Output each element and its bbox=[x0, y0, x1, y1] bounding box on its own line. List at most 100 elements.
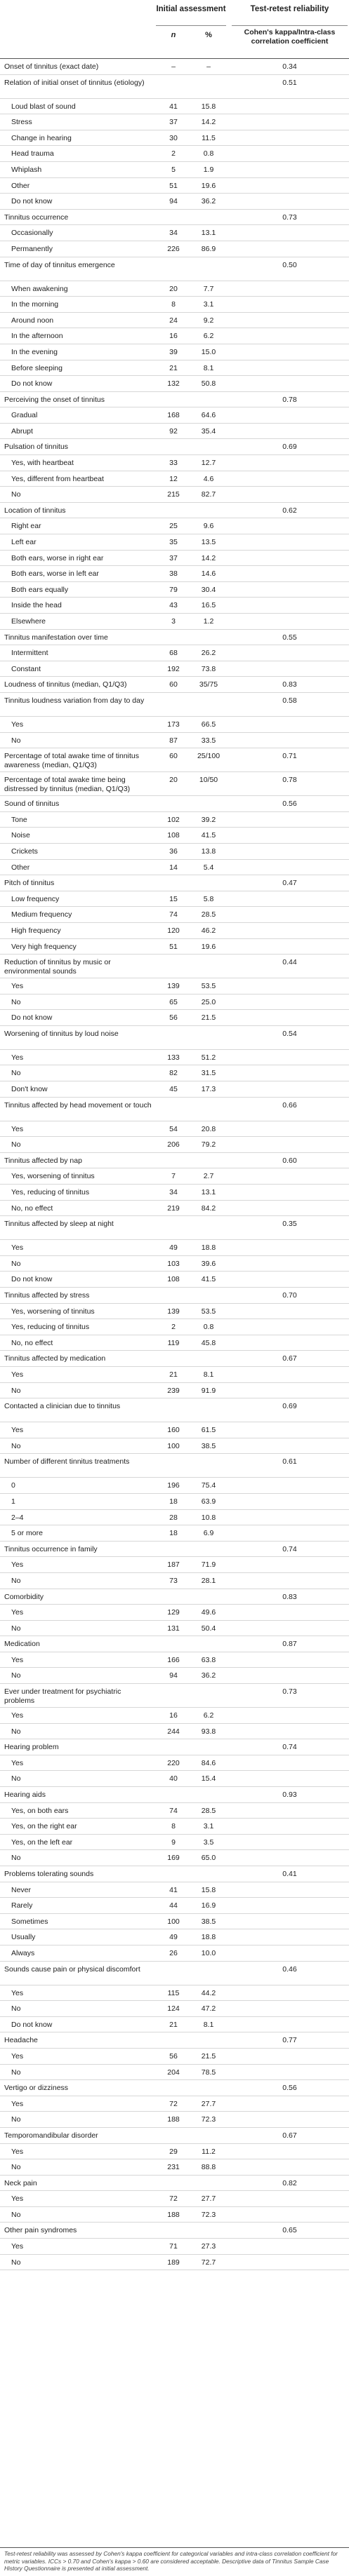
row-percent-value: 10.0 bbox=[201, 1948, 216, 1957]
row-option-label: Tone bbox=[11, 815, 27, 824]
row-variable-label: Reduction of tinnitus by music or enviro… bbox=[4, 958, 111, 976]
row-percent-value: 36.2 bbox=[201, 197, 216, 206]
row-n-value: 219 bbox=[167, 1203, 180, 1213]
row-reliability-value bbox=[232, 2207, 348, 2211]
row-percent-value: 53.5 bbox=[201, 982, 216, 991]
header-test-retest: Test-retest reliability bbox=[250, 5, 329, 13]
row-percent-value: 14.6 bbox=[201, 569, 216, 579]
table-row: Tinnitus occurrence 0.73 bbox=[0, 210, 349, 226]
row-option-label: Intermittent bbox=[11, 649, 48, 658]
row-n-value: 188 bbox=[167, 2210, 180, 2219]
row-percent-value: 38.5 bbox=[201, 1917, 216, 1926]
row-n-value: 40 bbox=[169, 1774, 178, 1783]
table-row: Rarely 44 16.9 bbox=[0, 1898, 349, 1914]
table-row: Worsening of tinnitus by loud noise 0.54 bbox=[0, 1026, 349, 1050]
row-reliability-value bbox=[232, 1185, 348, 1188]
row-option-label: Never bbox=[11, 1885, 32, 1894]
row-option-label: No bbox=[11, 2004, 21, 2014]
row-percent-value: 19.6 bbox=[201, 942, 216, 951]
table-row: No 188 72.3 bbox=[0, 2112, 349, 2128]
row-option-label: Yes, on the left ear bbox=[11, 1837, 73, 1847]
table-row: Perceiving the onset of tinnitus 0.78 bbox=[0, 392, 349, 408]
row-n-value: 124 bbox=[167, 2004, 180, 2014]
row-percent-value: 17.3 bbox=[201, 1085, 216, 1094]
row-reliability-value: 0.51 bbox=[282, 78, 297, 87]
row-variable-label: Headache bbox=[4, 2036, 38, 2045]
row-n-value: 74 bbox=[169, 910, 178, 919]
row-option-label: Whiplash bbox=[11, 165, 42, 174]
table-row: Do not know 56 21.5 bbox=[0, 1010, 349, 1026]
row-option-label: Yes bbox=[11, 1988, 24, 1997]
row-option-label: Medium frequency bbox=[11, 910, 72, 919]
row-option-label: Do not know bbox=[11, 197, 53, 206]
row-option-label: Both ears, worse in right ear bbox=[11, 553, 104, 562]
row-option-label: Yes bbox=[11, 720, 24, 729]
row-percent-value: 9.6 bbox=[203, 522, 214, 531]
row-percent-value: 50.8 bbox=[201, 379, 216, 389]
row-option-label: Yes, on both ears bbox=[11, 1806, 69, 1815]
row-percent-value: 6.2 bbox=[203, 332, 214, 341]
row-percent-value: 16.9 bbox=[201, 1901, 216, 1910]
row-n-value: 36 bbox=[169, 847, 178, 856]
row-n-value: 60 bbox=[169, 752, 178, 761]
row-percent-value: 4.6 bbox=[203, 474, 214, 483]
row-reliability-value bbox=[232, 99, 348, 102]
row-option-label: Yes bbox=[11, 2194, 24, 2204]
table-bottom-rule bbox=[0, 2547, 349, 2548]
table-row: Around noon 24 9.2 bbox=[0, 313, 349, 329]
row-option-label: Yes bbox=[11, 1243, 24, 1253]
row-n-value bbox=[156, 75, 191, 79]
row-reliability-value bbox=[232, 1121, 348, 1125]
row-percent-value: 11.5 bbox=[202, 133, 216, 142]
row-n-value: 21 bbox=[169, 2020, 178, 2029]
table-footnote: Test-retest reliability was assessed by … bbox=[4, 2550, 338, 2572]
row-n-value: 60 bbox=[169, 680, 178, 689]
row-option-label: Both ears equally bbox=[11, 585, 69, 594]
row-reliability-value bbox=[232, 812, 348, 816]
row-variable-label: Onset of tinnitus (exact date) bbox=[4, 62, 99, 71]
row-percent-value: 39.2 bbox=[201, 815, 216, 824]
row-variable-label: Pulsation of tinnitus bbox=[4, 443, 69, 452]
row-option-label: No bbox=[11, 2068, 21, 2077]
row-n-value: 71 bbox=[169, 2242, 178, 2251]
row-percent-value bbox=[191, 1098, 226, 1101]
row-reliability-value bbox=[232, 2001, 348, 2004]
row-percent-value bbox=[191, 1589, 226, 1593]
row-n-value: 173 bbox=[167, 720, 180, 729]
row-option-label: No bbox=[11, 1576, 21, 1585]
row-reliability-value bbox=[232, 130, 348, 134]
table-row: Yes 49 18.8 bbox=[0, 1240, 349, 1256]
row-n-value: 2 bbox=[171, 1323, 176, 1332]
row-option-label: When awakening bbox=[11, 284, 68, 293]
row-percent-value: 75.4 bbox=[201, 1481, 216, 1490]
row-n-value: 51 bbox=[169, 942, 178, 951]
row-reliability-value: 0.78 bbox=[282, 395, 297, 404]
row-option-label: Other bbox=[11, 181, 30, 190]
row-percent-value: 5.8 bbox=[203, 894, 214, 903]
row-variable-label: Tinnitus loudness variation from day to … bbox=[4, 696, 145, 705]
table-row: Elsewhere 3 1.2 bbox=[0, 614, 349, 630]
table-row: Both ears, worse in left ear 38 14.6 bbox=[0, 566, 349, 582]
row-n-value: 24 bbox=[169, 316, 178, 325]
row-variable-label: Vertigo or dizziness bbox=[4, 2084, 69, 2093]
row-reliability-value: 0.73 bbox=[282, 213, 297, 222]
row-n-value: 189 bbox=[167, 2258, 180, 2267]
row-n-value: 56 bbox=[169, 2051, 178, 2061]
row-reliability-value bbox=[232, 1605, 348, 1608]
row-reliability-value: 0.44 bbox=[282, 958, 297, 967]
row-option-label: Both ears, worse in left ear bbox=[11, 569, 99, 579]
row-option-label: Do not know bbox=[11, 379, 53, 389]
row-option-label: Noise bbox=[11, 831, 30, 840]
row-reliability-value bbox=[232, 1708, 348, 1711]
row-reliability-value bbox=[232, 1335, 348, 1339]
table-row: Yes 72 27.7 bbox=[0, 2096, 349, 2112]
row-percent-value: 64.6 bbox=[201, 411, 216, 420]
row-option-label: No, no effect bbox=[11, 1338, 53, 1347]
row-n-value: 7 bbox=[171, 1172, 176, 1181]
row-n-value: 37 bbox=[169, 118, 178, 127]
row-reliability-value bbox=[232, 455, 348, 459]
row-percent-value: 18.8 bbox=[201, 1243, 216, 1253]
row-reliability-value bbox=[232, 162, 348, 166]
row-reliability-value: 0.50 bbox=[282, 260, 297, 269]
row-n-value: 41 bbox=[169, 1885, 178, 1894]
